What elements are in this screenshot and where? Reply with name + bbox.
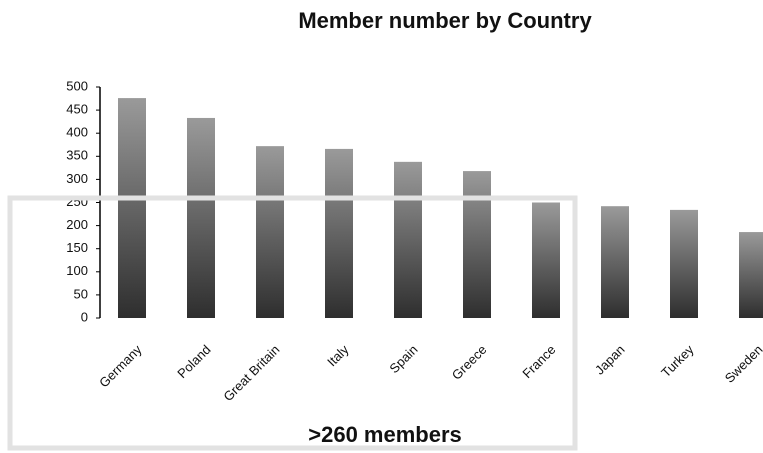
y-tick-label: 50 xyxy=(74,286,88,301)
bar xyxy=(601,206,629,318)
bar xyxy=(325,148,353,318)
bar xyxy=(187,117,215,318)
x-tick-label: Italy xyxy=(324,342,352,370)
bar xyxy=(670,209,698,318)
chart-title: Member number by Country xyxy=(298,8,592,33)
x-tick-label: Sweden xyxy=(722,342,763,386)
bar xyxy=(256,146,284,318)
y-tick-label: 300 xyxy=(66,171,88,186)
x-tick-label: France xyxy=(519,342,558,381)
bar xyxy=(118,98,146,318)
bar xyxy=(394,161,422,318)
y-tick-label: 350 xyxy=(66,148,88,163)
y-tick-label: 400 xyxy=(66,125,88,140)
y-tick-label: 100 xyxy=(66,263,88,278)
x-tick-label: Germany xyxy=(96,342,145,391)
y-tick-label: 500 xyxy=(66,78,88,93)
highlight-box xyxy=(7,195,578,451)
bar xyxy=(463,171,491,318)
annotation: >260 members xyxy=(308,422,462,447)
x-tick-label: Japan xyxy=(592,342,628,378)
x-tick-label: Greece xyxy=(449,342,490,383)
bar xyxy=(739,232,763,318)
bar xyxy=(532,202,560,318)
x-tick-label: Poland xyxy=(174,342,213,381)
y-tick-label: 200 xyxy=(66,217,88,232)
x-tick-label: Turkey xyxy=(658,342,697,381)
y-tick-label: 450 xyxy=(66,102,88,117)
y-tick-label: 0 xyxy=(81,309,88,324)
y-tick-label: 150 xyxy=(66,240,88,255)
x-tick-label: Spain xyxy=(386,342,420,376)
x-tick-label: Great Britain xyxy=(220,342,282,404)
